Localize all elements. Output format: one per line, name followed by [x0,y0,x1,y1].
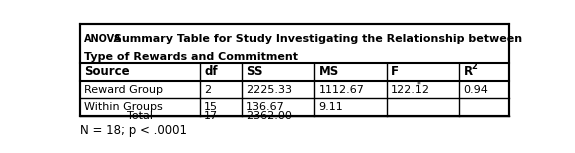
Text: F: F [391,65,399,78]
Text: 2225.33: 2225.33 [246,84,292,95]
Text: Total: Total [127,111,153,121]
Text: N = 18; p < .0001: N = 18; p < .0001 [80,124,187,137]
Text: 2: 2 [204,84,212,95]
Text: 1112.67: 1112.67 [319,84,365,95]
Text: 9.11: 9.11 [319,102,343,112]
Text: R: R [463,65,473,78]
Text: Type of Rewards and Commitment: Type of Rewards and Commitment [85,52,298,62]
Text: 2362.00: 2362.00 [246,111,292,121]
Text: 17: 17 [204,111,218,121]
Text: 122.12: 122.12 [391,84,430,95]
Bar [80,24,509,116]
Text: 15: 15 [204,102,218,112]
Text: SS: SS [246,65,263,78]
Text: df: df [204,65,218,78]
Text: MS: MS [319,65,339,78]
Text: Within Groups: Within Groups [85,102,163,112]
Text: ANOVA: ANOVA [85,34,122,44]
Text: *: * [417,81,420,90]
Text: Reward Group: Reward Group [85,84,163,95]
Text: 0.94: 0.94 [463,84,489,95]
Text: 136.67: 136.67 [246,102,285,112]
Text: Summary Table for Study Investigating the Relationship between: Summary Table for Study Investigating th… [110,34,522,44]
Text: 2: 2 [472,62,478,71]
Text: Source: Source [85,65,130,78]
